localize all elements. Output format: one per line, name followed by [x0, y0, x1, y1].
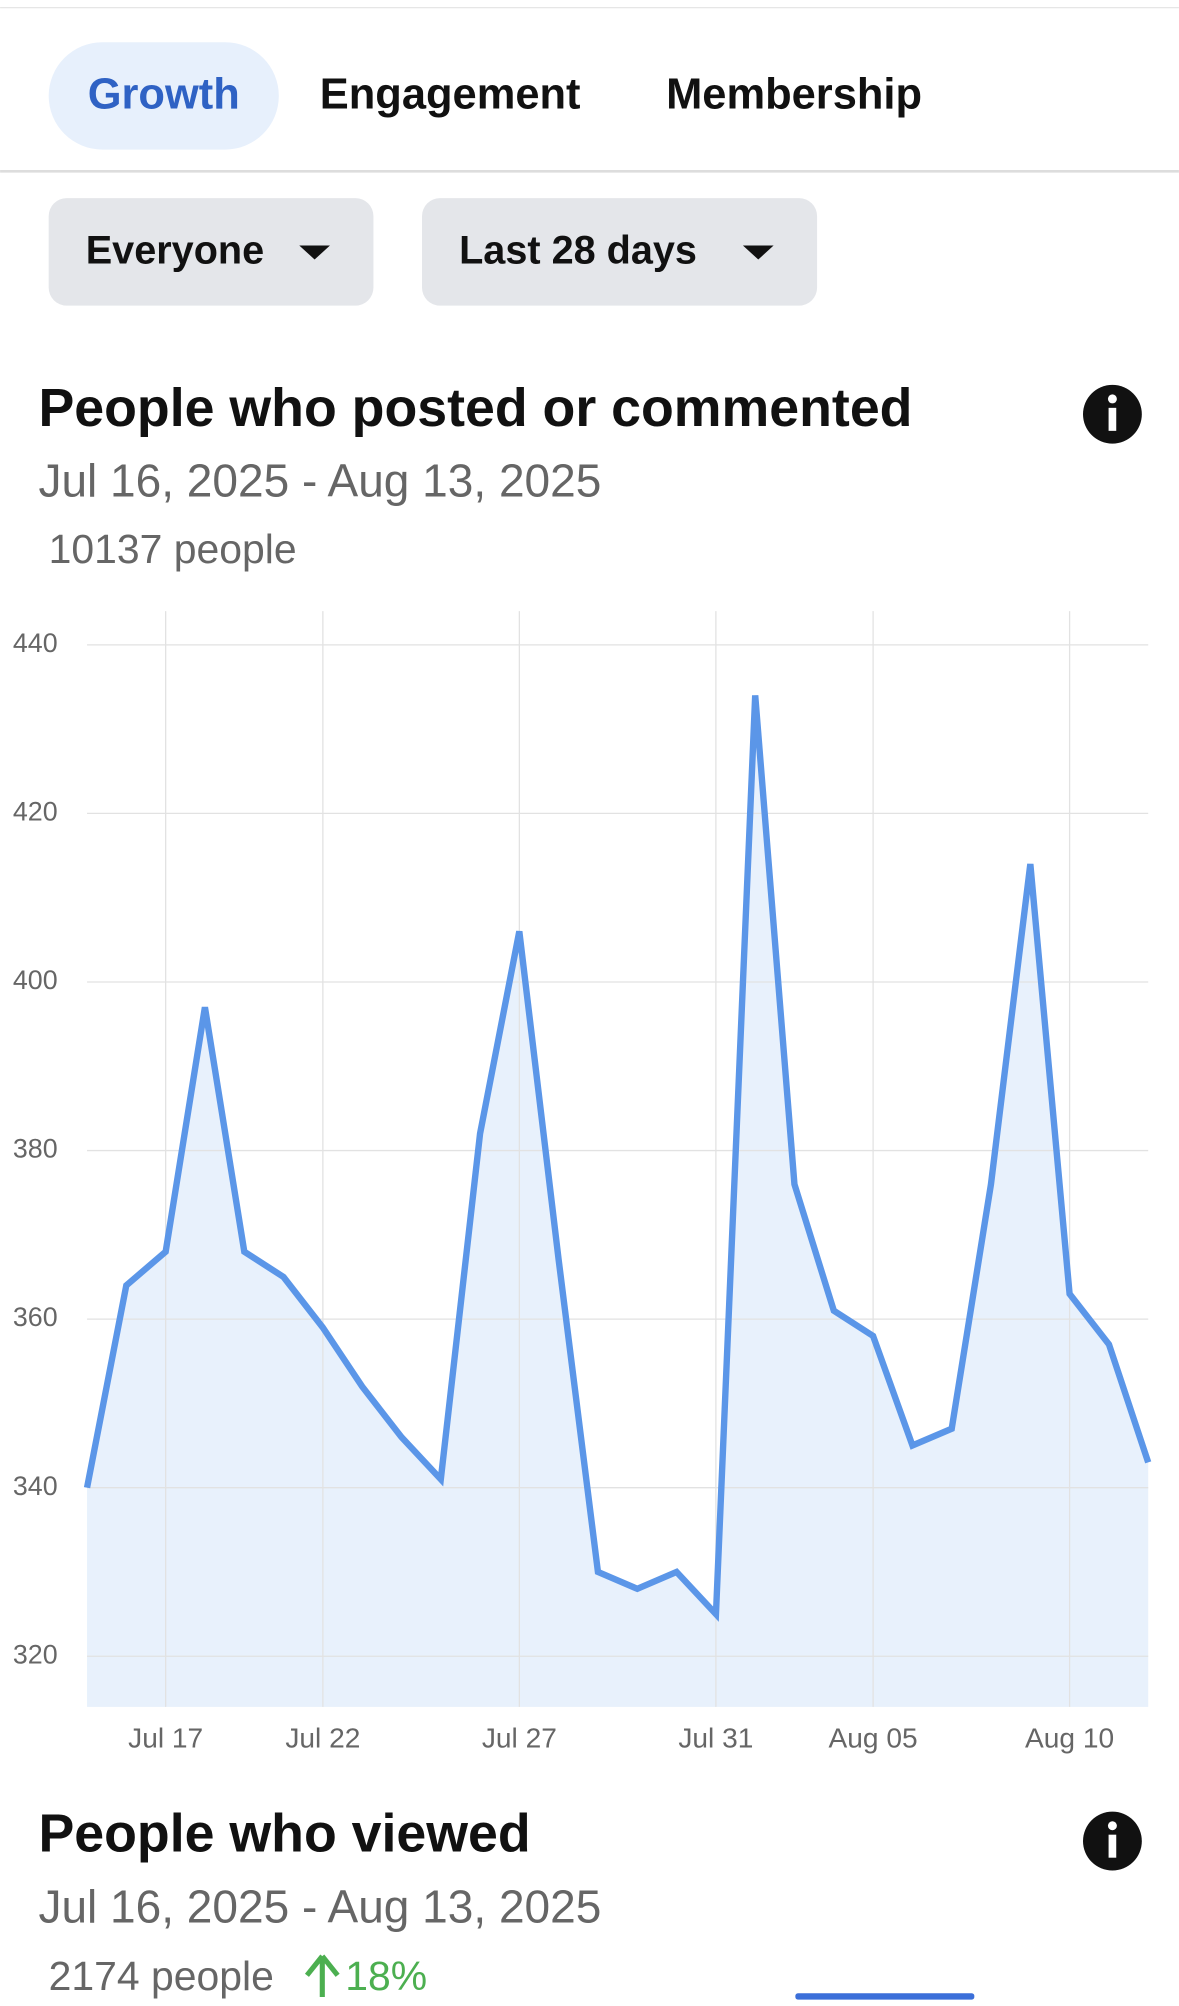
info-icon[interactable] [1083, 1811, 1142, 1871]
chart: 320 340 360 380 400 420 440 Jul 17 Jul 22 Jul 27 J… [13, 611, 1152, 1753]
filter-label: Everyone [86, 229, 264, 273]
date-range: Jul 16, 2025 - Aug 13, 2025 [38, 455, 601, 507]
tab[interactable]: Engagement [320, 71, 581, 119]
card-title: People who posted or commented [38, 378, 912, 438]
filter-button[interactable] [48, 198, 374, 306]
tab[interactable]: Membership [666, 71, 922, 119]
x-tick-label: Jul 31 [678, 1722, 753, 1753]
scroll-indicator [795, 1993, 975, 2000]
x-tick-label: Jul 22 [285, 1722, 360, 1753]
info-dot [1107, 1821, 1117, 1831]
y-tick-label: 440 [13, 628, 58, 658]
total: 10137 people [49, 526, 297, 572]
card-title: People who viewed [38, 1803, 530, 1863]
date-range: Jul 16, 2025 - Aug 13, 2025 [38, 1880, 601, 1932]
dropdown-caret [299, 245, 330, 260]
info-icon[interactable] [1083, 384, 1142, 444]
x-tick-label: Aug 10 [1025, 1722, 1114, 1753]
total: 2174 people [49, 1953, 274, 1999]
info-bar [1108, 1834, 1117, 1858]
line [83, 695, 1152, 1622]
y-tick-label: 380 [13, 1134, 58, 1164]
info-dot [1107, 394, 1117, 404]
y-tick-label: 320 [13, 1639, 58, 1669]
y-tick-label: 360 [13, 1302, 58, 1332]
filter-button[interactable] [422, 198, 818, 306]
area [87, 695, 1149, 1707]
tab[interactable]: Growth [88, 71, 240, 119]
info-bar [1108, 407, 1117, 431]
up-arrow [304, 1954, 340, 1998]
tab-active-bg[interactable] [48, 42, 279, 150]
y-tick-label: 340 [13, 1471, 58, 1501]
x-tick-label: Aug 05 [829, 1722, 918, 1753]
y-tick-label: 420 [13, 797, 58, 827]
change: 18% [345, 1953, 427, 1999]
x-tick-label: Jul 27 [482, 1722, 557, 1753]
dropdown-caret [742, 245, 774, 260]
x-tick-label: Jul 17 [128, 1722, 203, 1753]
y-tick-label: 400 [13, 965, 58, 995]
filter-label: Last 28 days [459, 229, 697, 273]
